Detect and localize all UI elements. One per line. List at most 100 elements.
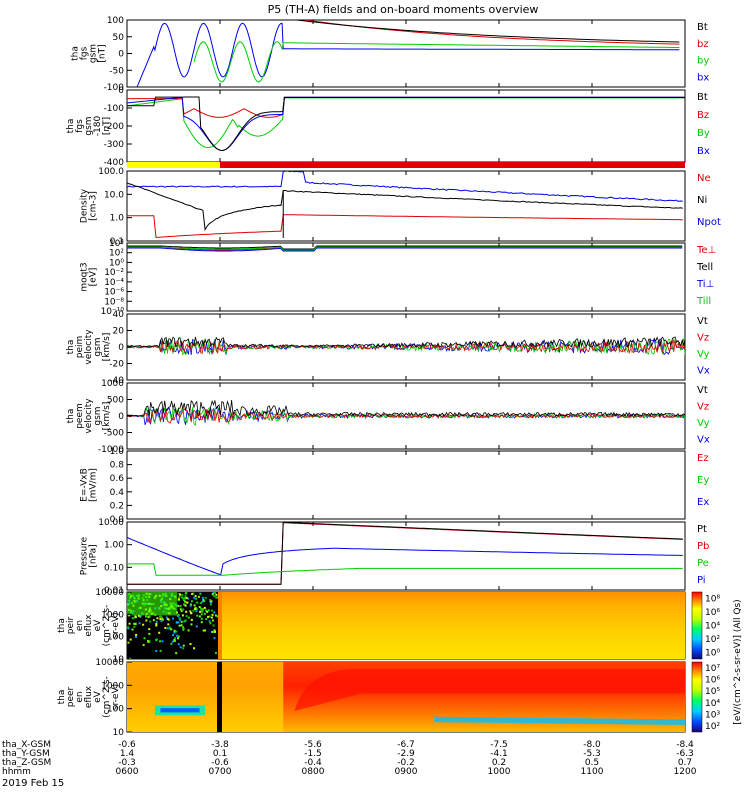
pixel [199,592,202,595]
legend-entry: Pe [697,558,709,569]
legend-entry: Vy [697,418,710,429]
pixel [199,610,202,613]
pixel [199,607,202,610]
pixel [138,622,141,625]
pixel [182,627,185,630]
pixel [215,593,218,596]
panel-frame-4 [126,242,686,312]
pixel [155,638,158,641]
colorbar-tick-label: 10⁶ [705,676,720,686]
colorbar-9 [691,591,703,660]
pixel [185,615,188,618]
y-tick-label: 0 [118,343,124,353]
pixel [204,596,207,599]
y-axis-title: tha peim velocity gsm [km/s] [66,329,112,365]
y-axis-title-line: tha [66,340,76,355]
y-tick-label: 10.0 [104,190,124,200]
pixel [164,626,167,629]
pixel [189,603,192,606]
legend-entry: Bx [697,146,710,157]
y-tick-label: 20 [113,327,125,337]
x-tick-label: -1.5 [304,749,322,759]
y-axis-title-line: E=-VxB [80,468,90,502]
pixel [177,643,180,646]
x-tick-label: 0800 [302,767,325,777]
spectrogram-9-features [127,592,222,659]
legend-entry: Pt [697,524,707,535]
legend-entry: by [697,56,709,67]
y-tick-label: -200 [104,122,125,132]
series-bz [302,20,680,45]
x-tick-label: 0.5 [585,758,599,768]
legend-entry: Till [696,296,711,307]
y-tick-label: 10⁻² [104,268,124,278]
y-axis-title-line: peer [66,686,76,707]
colorbar-tick-label: 10⁸ [705,595,720,605]
y-tick-label: 10000 [95,658,124,668]
pixel [190,618,193,621]
legend-entry: Vx [697,435,710,446]
y-axis-title-line: velocity [84,398,94,434]
pixel [211,593,214,596]
pixel [211,630,214,633]
y-axis-title-line: eV [93,690,103,703]
y-tick-label: 1000 [101,379,124,389]
y-axis-title-line: sr-eV) [111,612,121,638]
x-tick-label: 0.2 [492,758,506,768]
pixel [158,631,161,634]
pixel [201,600,204,603]
pixel [182,626,185,629]
pixel [142,643,145,646]
series-Till [127,246,683,251]
pixel [166,617,169,620]
y-tick-label: 0.01 [104,586,124,596]
legend-entry: Bt [697,92,708,103]
pixel [185,610,188,613]
pixel [145,615,148,618]
y-axis-title-line: [nT] [102,117,112,135]
y-tick-label: 10.00 [98,518,124,528]
pixel [193,604,196,607]
pixel [185,592,188,594]
date-label: 2019 Feb 15 [2,778,64,789]
pixel [139,614,142,617]
y-tick-label: 0 [118,50,124,60]
pixel [134,635,137,638]
panel-5-lines [127,336,685,356]
band-core [160,708,200,713]
y-axis-title-line: en [75,620,85,631]
series-Ne [127,214,683,239]
pixel [170,628,173,631]
y-axis-title-line: [eV] [89,268,99,287]
y-axis-title-line: -180 [93,116,103,137]
pixel [148,632,151,635]
legend-entry: Pb [697,541,709,552]
series-by [193,41,680,83]
pixel [127,627,130,630]
pixel [209,622,212,625]
pixel [160,616,163,619]
pixel [197,595,200,598]
legend-entry: bz [697,39,709,50]
legend-entry: Vx [697,366,710,377]
y-tick-label: 0.0 [110,515,125,525]
pixel [160,620,163,623]
pixel [195,610,198,613]
pixel [133,625,136,628]
y-tick-label: 50 [113,33,125,43]
pixel [213,611,216,614]
y-tick-label: -1000 [98,445,124,455]
pixel [200,617,203,620]
y-axis-title-line: gsm [93,406,103,425]
x-tick-label: 0900 [395,767,418,777]
series-Pt [127,522,683,585]
pixel [199,602,202,605]
panel-4-lines [127,245,683,252]
pixel [202,629,205,632]
pixel [213,637,216,640]
y-axis-title-line: fgs [75,119,85,133]
pixel [177,621,180,624]
y-tick-label: 1.00 [104,541,124,551]
pixel [184,595,187,598]
